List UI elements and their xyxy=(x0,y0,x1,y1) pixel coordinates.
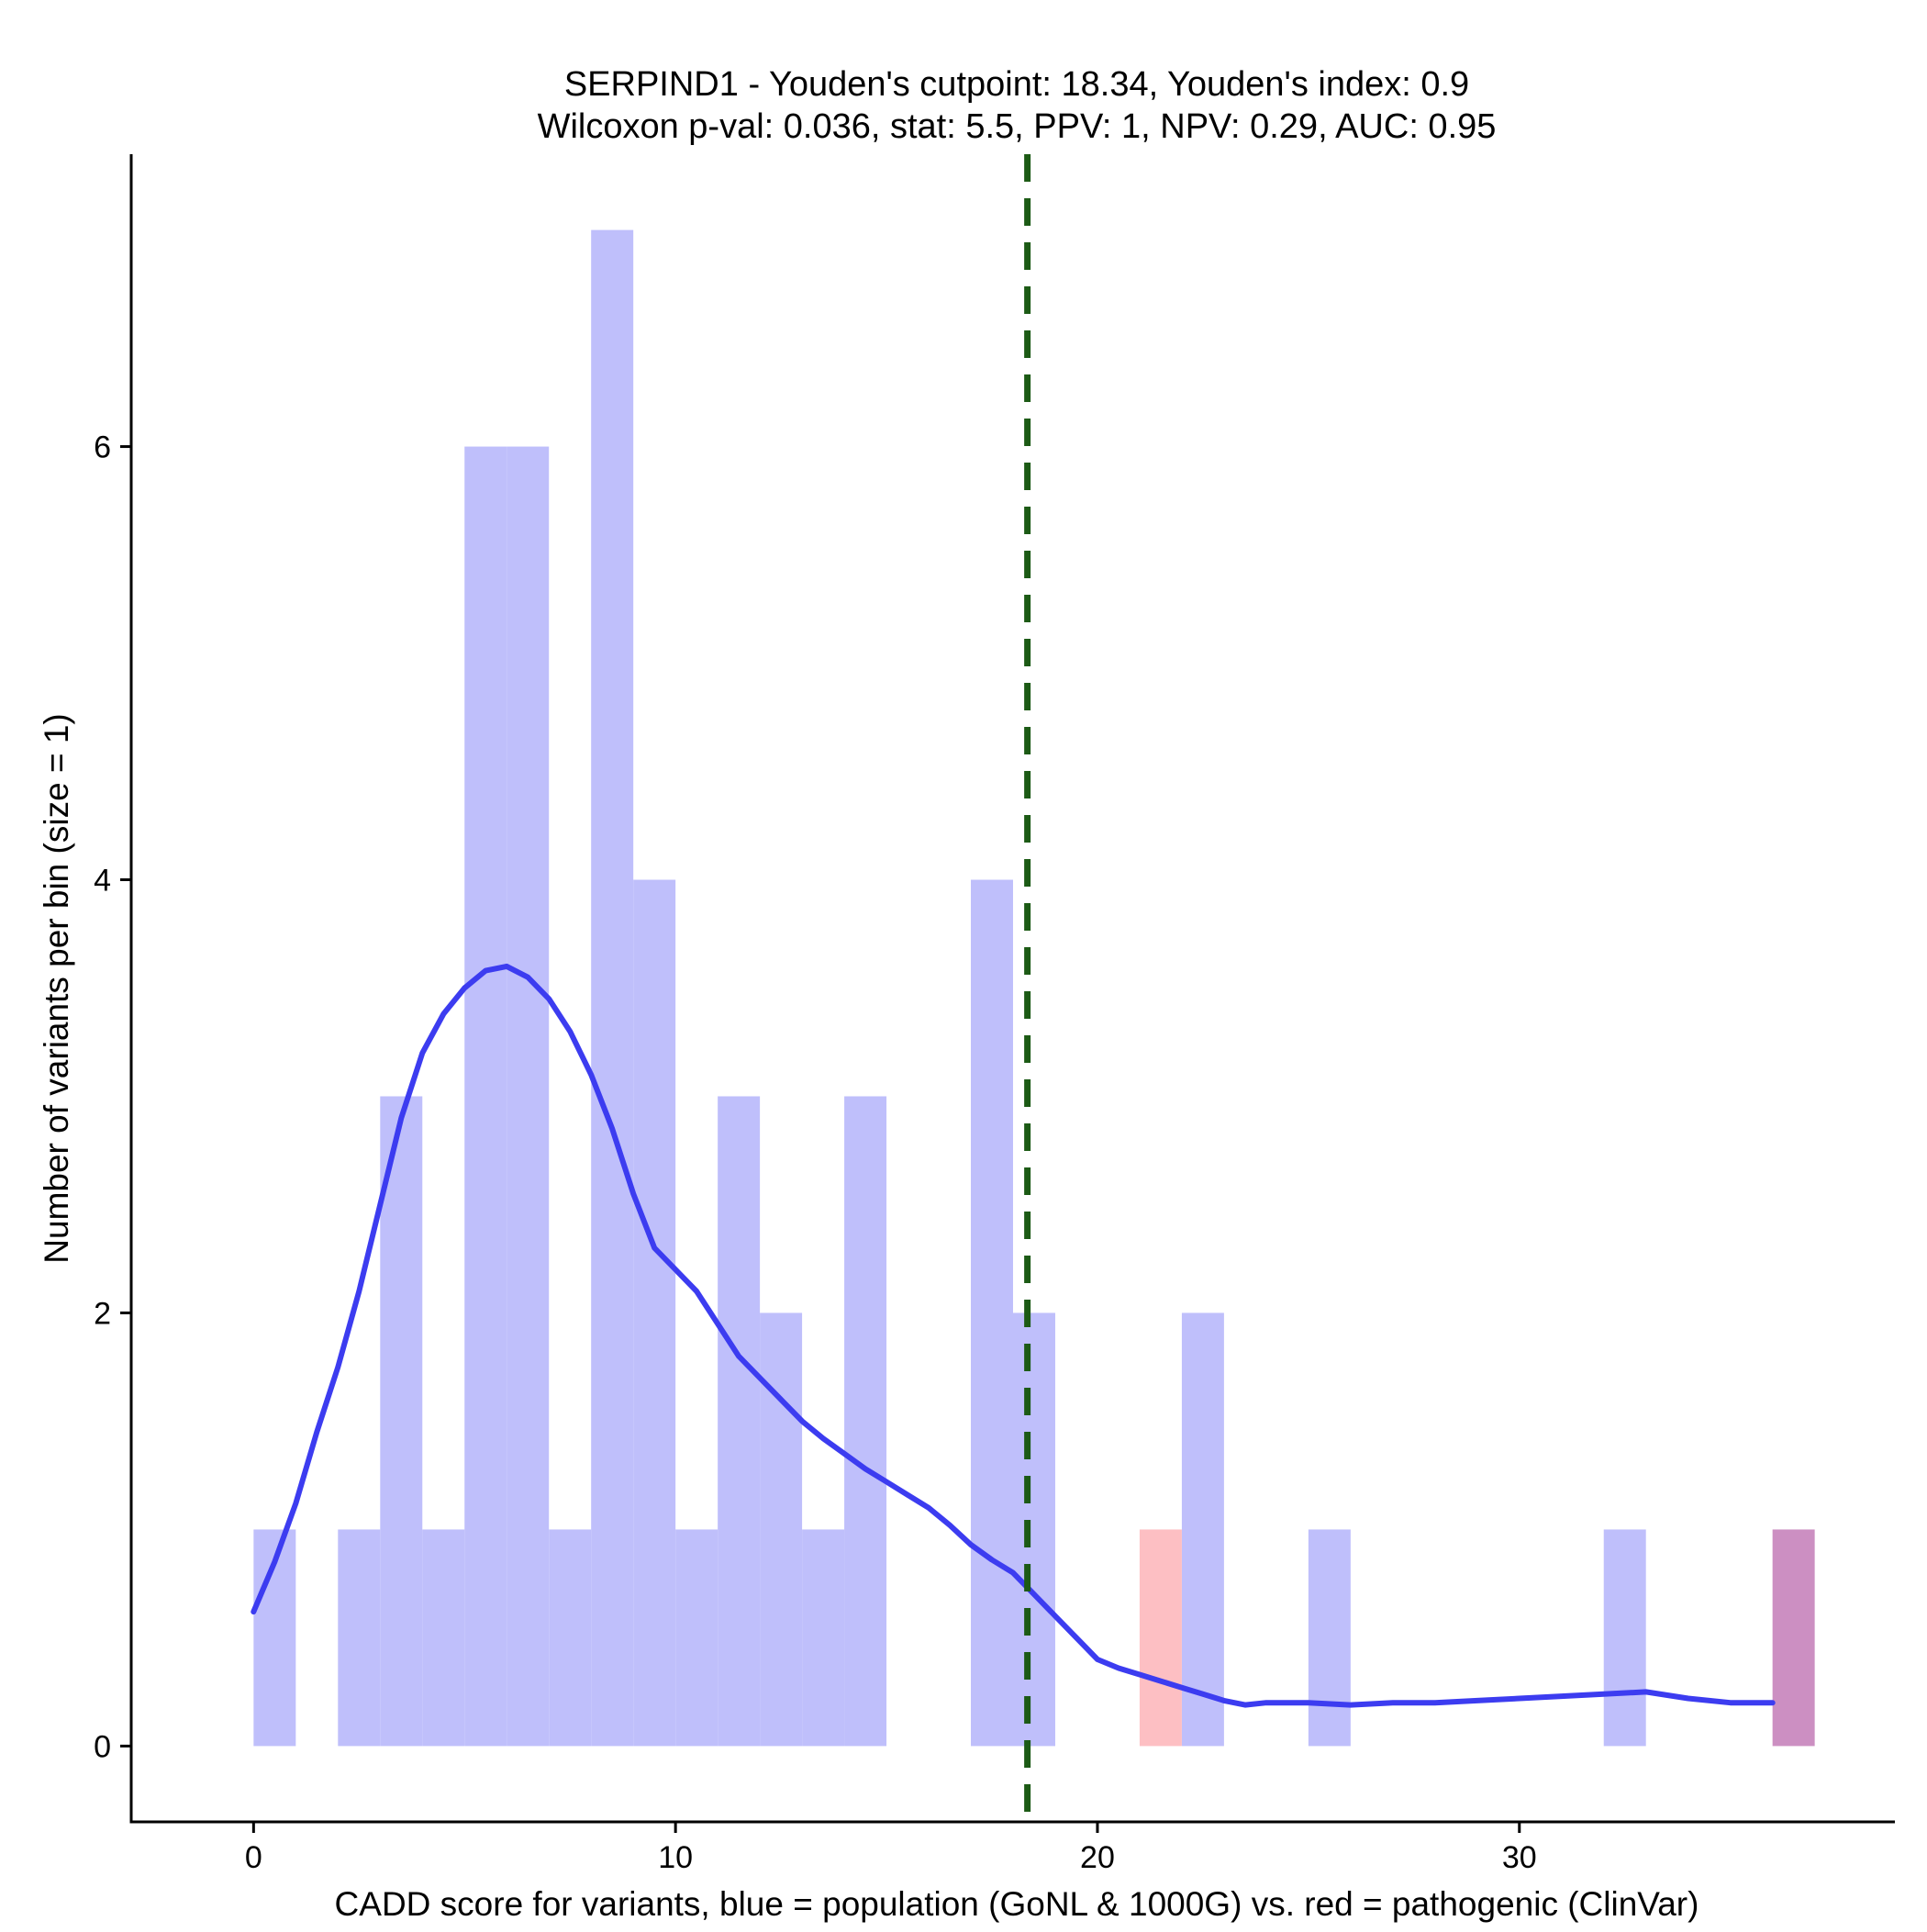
chart-title-line-2: Wilcoxon p-val: 0.036, stat: 5.5, PPV: 1… xyxy=(538,107,1497,146)
x-tick-label: 30 xyxy=(1502,1840,1537,1875)
axes-layer: 0 10 20 30 0 2 4 6 xyxy=(94,154,1895,1875)
population-bar xyxy=(1181,1312,1224,1747)
density-curve xyxy=(251,963,1776,1708)
population-bar xyxy=(338,1529,381,1747)
y-axis-title: Number of variants per bin (size = 1) xyxy=(38,713,75,1263)
y-tick-label: 6 xyxy=(94,430,111,465)
population-bar xyxy=(971,879,1013,1747)
y-tick-label: 4 xyxy=(94,864,111,899)
population-bar xyxy=(549,1529,592,1747)
chart-title-line-1: SERPIND1 - Youden's cutpoint: 18.34, You… xyxy=(564,65,1469,104)
x-axis-title: CADD score for variants, blue = populati… xyxy=(335,1885,1699,1923)
y-tick-label: 0 xyxy=(94,1729,111,1764)
population-bar xyxy=(844,1096,887,1747)
pathogenic-bar xyxy=(1139,1529,1182,1747)
population-bar xyxy=(633,879,676,1747)
y-tick-label: 2 xyxy=(94,1296,111,1331)
population-bar xyxy=(380,1096,423,1747)
population-bar xyxy=(760,1312,803,1747)
population-bar xyxy=(422,1529,465,1747)
population-bar xyxy=(1308,1529,1351,1747)
density-layer xyxy=(251,963,1776,1708)
population-bar xyxy=(1603,1529,1646,1747)
population-bar xyxy=(1013,1312,1055,1747)
bars-layer xyxy=(253,229,1815,1747)
x-tick-label: 0 xyxy=(245,1840,262,1875)
population-bar xyxy=(718,1096,761,1747)
population-bar xyxy=(464,446,507,1747)
population-bar xyxy=(591,229,634,1747)
population-bar xyxy=(675,1529,718,1747)
x-tick-label: 10 xyxy=(658,1840,693,1875)
population-bar xyxy=(802,1529,845,1747)
population-bar xyxy=(507,446,550,1747)
x-tick-label: 20 xyxy=(1080,1840,1115,1875)
overlap-bar xyxy=(1772,1529,1815,1747)
